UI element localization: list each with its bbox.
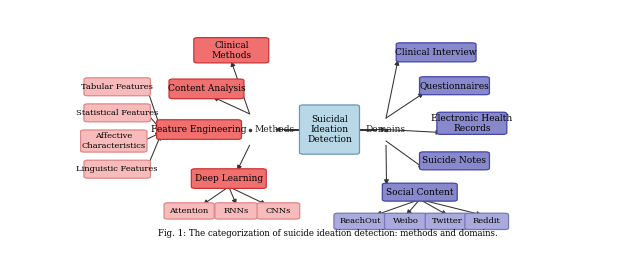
Text: CNNs: CNNs	[266, 207, 291, 215]
FancyBboxPatch shape	[334, 213, 387, 230]
FancyBboxPatch shape	[257, 203, 300, 219]
Text: Clinical
Methods: Clinical Methods	[211, 41, 252, 60]
FancyBboxPatch shape	[419, 152, 490, 170]
FancyBboxPatch shape	[84, 78, 150, 96]
FancyBboxPatch shape	[465, 213, 509, 230]
Text: Linguistic Features: Linguistic Features	[76, 165, 158, 173]
FancyBboxPatch shape	[194, 38, 269, 63]
Text: Reddit: Reddit	[473, 217, 500, 225]
Text: Methods: Methods	[254, 125, 294, 134]
Text: Feature Engineering: Feature Engineering	[151, 125, 247, 134]
FancyBboxPatch shape	[84, 104, 150, 122]
Text: Deep Learning: Deep Learning	[195, 174, 263, 183]
Text: Questionnaires: Questionnaires	[420, 81, 490, 90]
Text: Suicidal
Ideation
Detection: Suicidal Ideation Detection	[307, 115, 352, 144]
Text: Social Content: Social Content	[386, 188, 454, 197]
Text: Statistical Features: Statistical Features	[76, 109, 158, 117]
FancyBboxPatch shape	[419, 77, 490, 95]
Text: ReachOut: ReachOut	[339, 217, 381, 225]
Text: Attention: Attention	[170, 207, 209, 215]
FancyBboxPatch shape	[164, 203, 214, 219]
Text: Content Analysis: Content Analysis	[168, 84, 245, 93]
Text: Weibo: Weibo	[394, 217, 419, 225]
Text: Twitter: Twitter	[431, 217, 463, 225]
FancyBboxPatch shape	[215, 203, 257, 219]
Text: Tabular Features: Tabular Features	[81, 83, 153, 91]
Text: Suicide Notes: Suicide Notes	[422, 156, 486, 165]
FancyBboxPatch shape	[81, 130, 147, 152]
FancyBboxPatch shape	[425, 213, 469, 230]
FancyBboxPatch shape	[382, 183, 457, 201]
FancyBboxPatch shape	[169, 79, 244, 99]
FancyBboxPatch shape	[191, 169, 266, 188]
Text: Electronic Health
Records: Electronic Health Records	[431, 114, 513, 133]
Text: RNNs: RNNs	[223, 207, 249, 215]
FancyBboxPatch shape	[396, 43, 476, 62]
FancyBboxPatch shape	[157, 120, 241, 139]
FancyBboxPatch shape	[300, 105, 360, 154]
Text: Domains: Domains	[365, 125, 406, 134]
Text: Affective
Characteristics: Affective Characteristics	[82, 133, 146, 150]
Text: Fig. 1: The categorization of suicide ideation detection: methods and domains.: Fig. 1: The categorization of suicide id…	[158, 229, 498, 238]
FancyBboxPatch shape	[385, 213, 428, 230]
Text: Clinical Interview: Clinical Interview	[396, 48, 477, 57]
FancyBboxPatch shape	[84, 160, 150, 178]
FancyBboxPatch shape	[437, 112, 507, 134]
